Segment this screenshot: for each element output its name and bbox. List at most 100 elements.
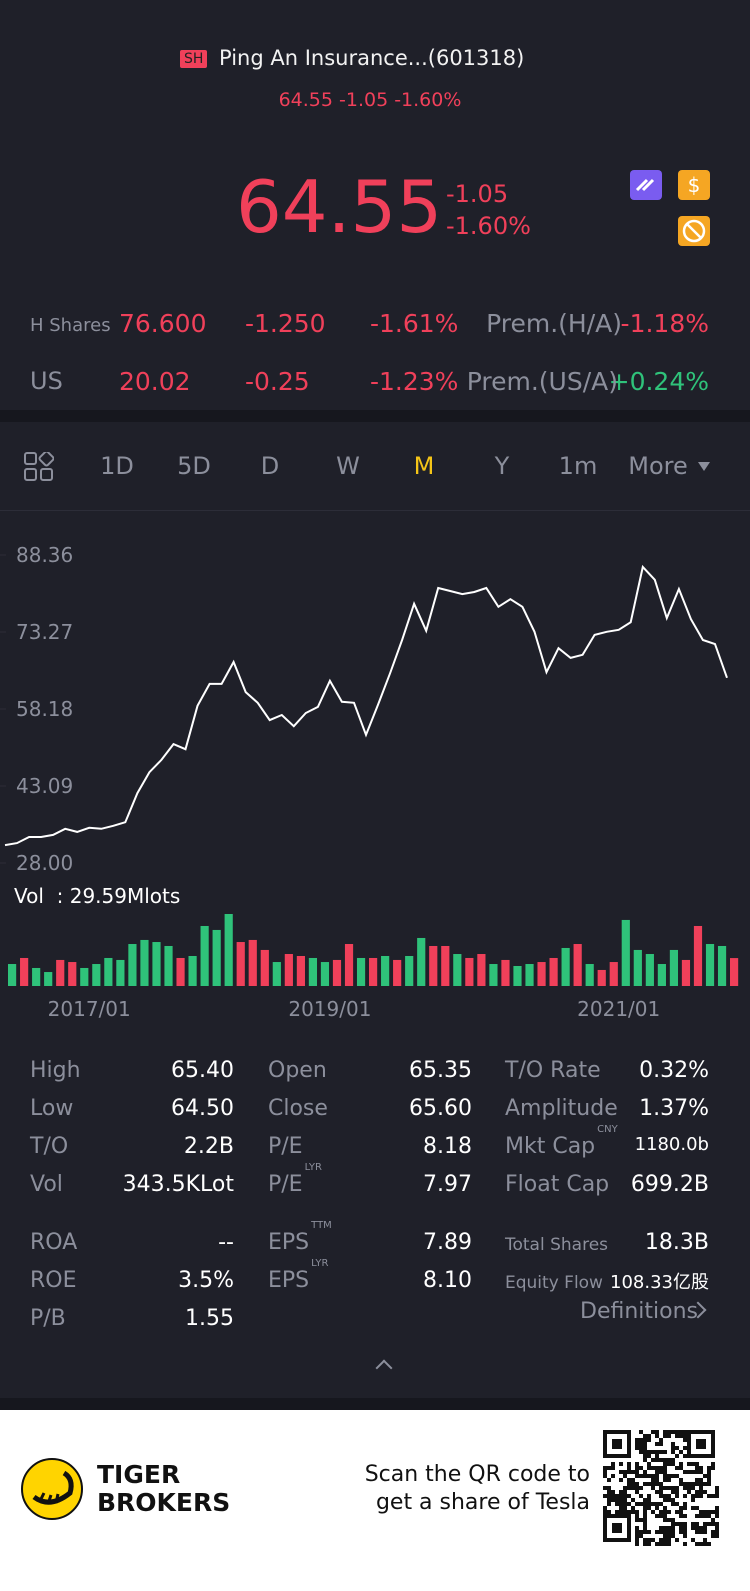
qr-module bbox=[635, 1514, 639, 1518]
qr-code bbox=[603, 1430, 719, 1546]
volume-bar bbox=[369, 957, 378, 986]
qr-module bbox=[707, 1510, 711, 1514]
stat-superscript: CNY bbox=[597, 1124, 618, 1135]
period-tab[interactable]: 5D bbox=[177, 452, 211, 480]
qr-module bbox=[675, 1494, 679, 1498]
qr-module bbox=[655, 1434, 659, 1438]
qr-module bbox=[659, 1510, 663, 1514]
qr-module bbox=[607, 1486, 611, 1490]
qr-module bbox=[679, 1450, 683, 1454]
definitions-link[interactable]: Definitions bbox=[580, 1299, 698, 1324]
qr-module bbox=[663, 1510, 667, 1514]
qr-module bbox=[675, 1446, 679, 1450]
period-tab[interactable]: Y bbox=[494, 452, 510, 480]
qr-module bbox=[647, 1434, 651, 1438]
chart: 28.00 43.09 58.18 73.27 88.36 Vol : 29.59Mlot… bbox=[0, 543, 739, 1021]
period-tab[interactable]: 1D bbox=[100, 452, 134, 480]
layout-icon[interactable] bbox=[24, 452, 54, 482]
qr-module bbox=[643, 1474, 647, 1478]
qr-module bbox=[631, 1486, 635, 1490]
qr-module bbox=[707, 1474, 711, 1478]
qr-module bbox=[679, 1430, 683, 1434]
stat-value: 1180.0b bbox=[634, 1134, 709, 1155]
stat-value: 64.50 bbox=[171, 1096, 234, 1121]
qr-module bbox=[635, 1438, 639, 1442]
qr-finder bbox=[687, 1430, 715, 1458]
qr-module bbox=[643, 1514, 647, 1518]
qr-module bbox=[715, 1534, 719, 1538]
volume-bar bbox=[284, 954, 293, 986]
qr-module bbox=[607, 1510, 611, 1514]
volume-bar bbox=[561, 947, 570, 986]
stat-value: 18.3B bbox=[644, 1230, 709, 1255]
qr-module bbox=[651, 1486, 655, 1490]
big-price: 64.55 bbox=[236, 165, 443, 249]
qr-module bbox=[615, 1502, 619, 1506]
qr-module bbox=[671, 1502, 675, 1506]
qr-module bbox=[659, 1470, 663, 1474]
period-tab[interactable]: M bbox=[413, 452, 435, 480]
qr-module bbox=[675, 1510, 679, 1514]
qr-module bbox=[667, 1534, 671, 1538]
qr-module bbox=[663, 1494, 667, 1498]
qr-module bbox=[663, 1506, 667, 1510]
qr-module bbox=[683, 1522, 687, 1526]
volume-bar bbox=[501, 959, 510, 986]
qr-module bbox=[603, 1494, 607, 1498]
period-tab[interactable]: 1m bbox=[558, 452, 598, 480]
qr-module bbox=[659, 1530, 663, 1534]
qr-module bbox=[695, 1542, 699, 1546]
price-subline: 64.55 -1.05 -1.60% bbox=[278, 89, 462, 111]
volume-bar bbox=[525, 964, 534, 986]
volume-bar bbox=[56, 959, 65, 986]
qr-module bbox=[643, 1522, 647, 1526]
qr-module bbox=[655, 1454, 659, 1458]
qr-module bbox=[655, 1530, 659, 1534]
qr-module bbox=[619, 1470, 623, 1474]
volume-bar bbox=[176, 957, 185, 986]
qr-module bbox=[667, 1458, 671, 1462]
qr-module bbox=[659, 1502, 663, 1506]
qr-module bbox=[699, 1526, 703, 1530]
qr-module bbox=[683, 1502, 687, 1506]
qr-module bbox=[671, 1430, 675, 1434]
qr-module bbox=[659, 1450, 663, 1454]
stat-label: Float Cap bbox=[505, 1172, 610, 1197]
qr-module bbox=[635, 1470, 639, 1474]
stat-superscript: TTM bbox=[311, 1220, 332, 1231]
volume-bar bbox=[308, 957, 318, 986]
stat-value: 7.89 bbox=[423, 1230, 472, 1255]
svg-text:$: $ bbox=[688, 173, 701, 197]
qr-module bbox=[631, 1510, 635, 1514]
qr-module bbox=[659, 1514, 663, 1518]
qr-module bbox=[707, 1514, 711, 1518]
qr-finder bbox=[603, 1514, 631, 1542]
qr-module bbox=[639, 1474, 643, 1478]
qr-module bbox=[703, 1522, 707, 1526]
qr-module bbox=[619, 1502, 623, 1506]
qr-module bbox=[655, 1458, 659, 1462]
qr-module bbox=[667, 1494, 671, 1498]
qr-module bbox=[663, 1538, 667, 1542]
qr-module bbox=[655, 1514, 659, 1518]
qr-module bbox=[647, 1538, 651, 1542]
badge-icons[interactable]: $ bbox=[628, 168, 714, 250]
qr-module bbox=[603, 1510, 607, 1514]
period-tab[interactable]: W bbox=[336, 452, 360, 480]
qr-module bbox=[639, 1530, 643, 1534]
qr-module bbox=[675, 1474, 679, 1478]
period-tab[interactable]: D bbox=[260, 452, 280, 480]
period-tab[interactable]: More bbox=[628, 452, 688, 480]
qr-module bbox=[679, 1510, 683, 1514]
related-market: US bbox=[30, 367, 63, 395]
volume-bar bbox=[381, 955, 390, 986]
premium-label: Prem.(US/A) bbox=[466, 367, 618, 396]
qr-module bbox=[679, 1506, 683, 1510]
separator bbox=[0, 410, 750, 422]
dropdown-arrow bbox=[698, 462, 710, 471]
volume-bar bbox=[489, 964, 498, 986]
qr-module bbox=[703, 1538, 707, 1542]
qr-module bbox=[667, 1498, 671, 1502]
qr-module bbox=[623, 1502, 627, 1506]
qr-module bbox=[635, 1462, 639, 1466]
